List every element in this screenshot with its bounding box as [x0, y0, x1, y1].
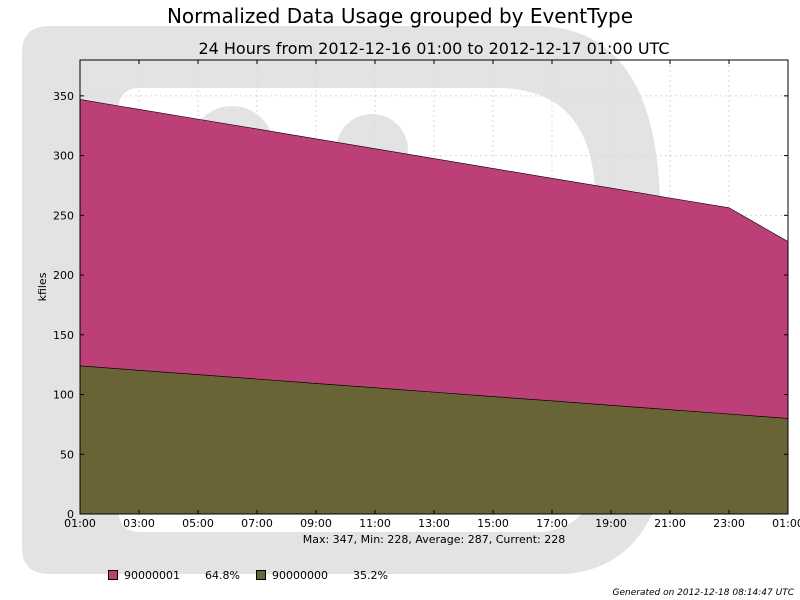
xtick-label: 13:00	[418, 517, 450, 530]
xtick-label: 07:00	[241, 517, 273, 530]
xtick-label: 01:00	[772, 517, 800, 530]
legend-percent: 64.8%	[205, 568, 240, 582]
xtick-label: 01:00	[64, 517, 96, 530]
ytick-label: 350	[53, 90, 74, 103]
area-series-90000001	[79, 99, 789, 419]
xtick-label: 03:00	[123, 517, 155, 530]
ytick-label: 250	[53, 209, 74, 222]
chart-stats: Max: 347, Min: 228, Average: 287, Curren…	[302, 533, 566, 546]
ytick-label: 200	[53, 269, 74, 282]
xtick-label: 05:00	[182, 517, 214, 530]
xtick-label: 19:00	[595, 517, 627, 530]
legend-label: 90000000	[271, 568, 328, 582]
generated-timestamp: Generated on 2012-12-18 08:14:47 UTC	[612, 588, 795, 598]
legend-swatch	[255, 570, 266, 580]
chart-title: Normalized Data Usage grouped by EventTy…	[166, 4, 634, 28]
xtick-label: 21:00	[654, 517, 686, 530]
ytick-label: 0	[67, 508, 74, 521]
ytick-label: 100	[53, 389, 74, 402]
watermark-logo-frame	[22, 26, 665, 574]
xtick-label: 11:00	[359, 517, 391, 530]
legend-item-90000001: 90000001 64.8%	[108, 569, 240, 582]
xtick-label: 17:00	[536, 517, 568, 530]
ytick-label: 50	[60, 448, 74, 461]
xtick-label: 09:00	[300, 517, 332, 530]
legend-percent: 35.2%	[352, 568, 388, 582]
plot-area: 0 50 100 150 200 250 300 350 01:00 03:00 05:00 07:0…	[36, 59, 800, 530]
ytick-label: 150	[53, 329, 74, 342]
xtick-label: 23:00	[713, 517, 745, 530]
chart-subtitle: 24 Hours from 2012-12-16 01:00 to 2012-1…	[198, 39, 670, 58]
ytick-label: 300	[53, 150, 74, 163]
y-axis-label: kfiles	[36, 272, 49, 301]
legend-item-90000000: 90000000 35.2%	[255, 568, 388, 582]
legend-swatch	[108, 570, 118, 580]
legend: 90000001 64.8% 90000000 35.2%	[108, 568, 404, 582]
legend-label: 90000001	[124, 568, 180, 582]
xtick-label: 15:00	[477, 517, 509, 530]
